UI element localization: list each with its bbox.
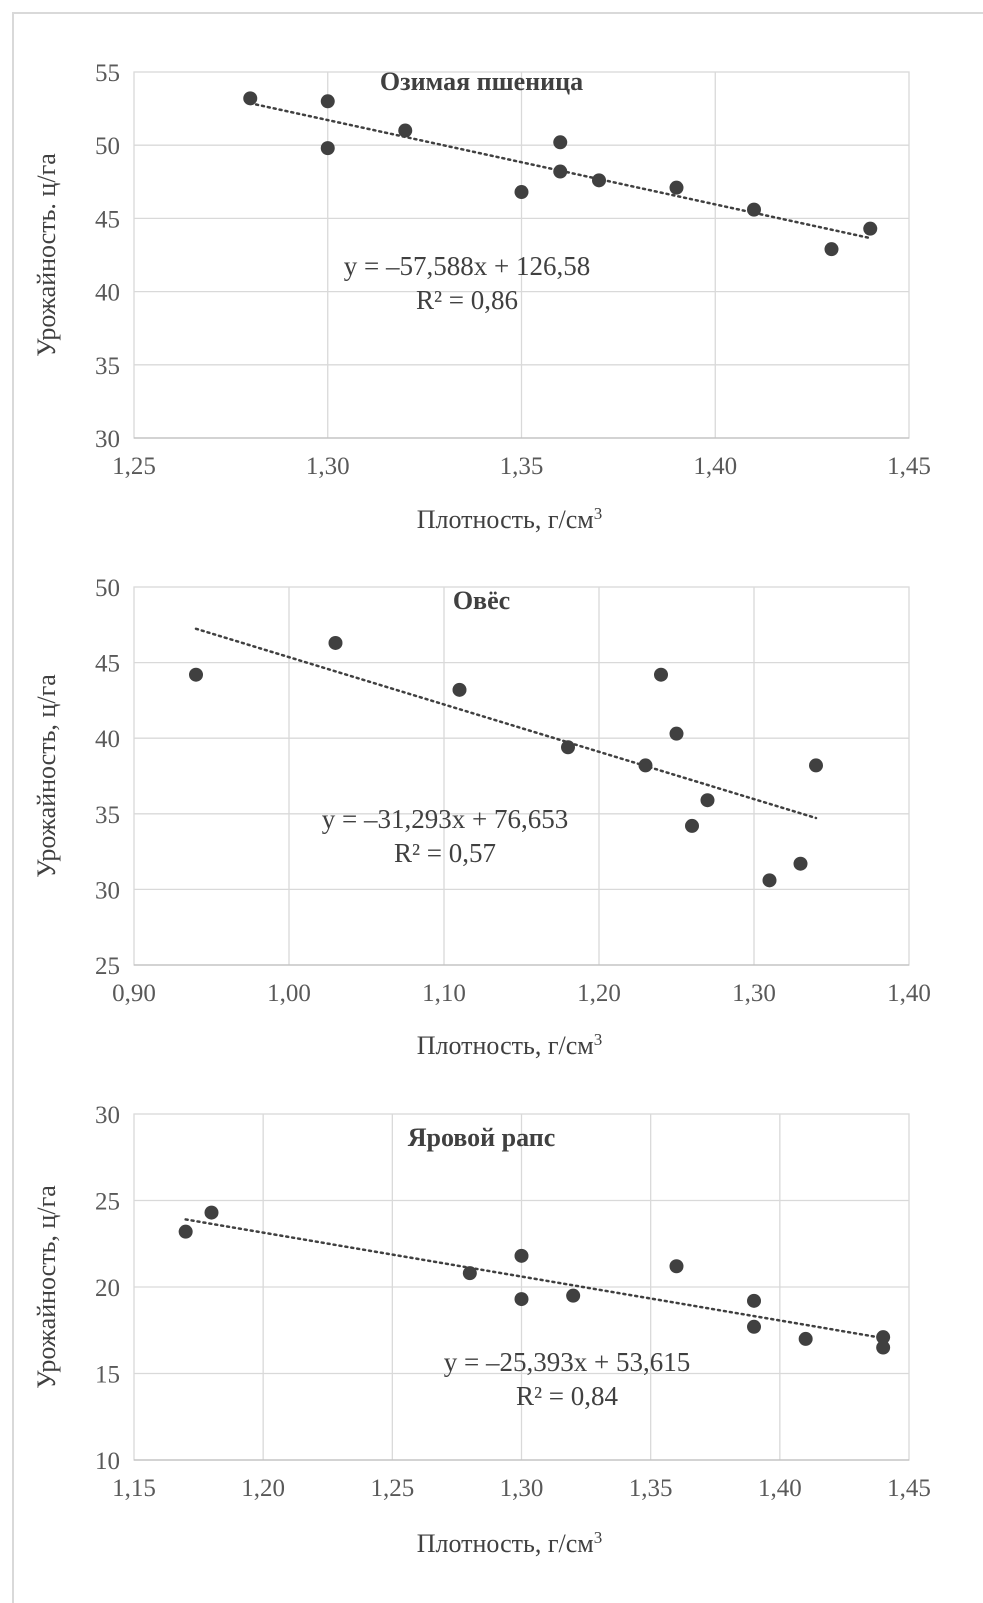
chart-2-x-tick-label: 1,00	[267, 980, 311, 1007]
chart-3-data-point	[178, 1224, 193, 1239]
chart-1-data-point	[398, 123, 413, 138]
figure-frame	[12, 12, 983, 1603]
chart-1-data-point	[592, 173, 606, 188]
chart-1-data-point	[243, 91, 258, 106]
chart-1-x-tick-label: 1,35	[500, 453, 544, 480]
chart-1-trend-equation: y = –57,588x + 126,58	[344, 251, 590, 281]
chart-2-x-tick-label: 1,10	[422, 980, 466, 1007]
chart-2-y-tick-label: 50	[95, 575, 120, 602]
chart-3-title: Яровой рапс	[408, 1123, 556, 1152]
chart-1-data-point	[514, 185, 529, 200]
chart-2-x-tick-label: 1,20	[577, 980, 621, 1007]
chart-3-y-tick-label: 30	[95, 1102, 120, 1129]
chart-3-data-point	[876, 1340, 891, 1355]
chart-3-trendline	[184, 1218, 885, 1340]
chart-3-y-tick-label: 25	[95, 1189, 120, 1216]
chart-1-y-tick-label: 50	[95, 133, 120, 160]
chart-1-data-point	[669, 180, 684, 195]
chart-2-data-point	[793, 856, 808, 871]
chart-1-y-tick-label: 35	[95, 353, 120, 380]
chart-2-trend-equation: y = –31,293x + 76,653	[322, 804, 568, 834]
chart-3-data-point	[514, 1248, 529, 1263]
chart-1-y-tick-label: 40	[95, 280, 120, 307]
chart-2-y-tick-label: 35	[95, 802, 120, 829]
chart-1-data-point	[320, 141, 335, 156]
chart-3-y-tick-label: 10	[95, 1448, 120, 1475]
chart-2-y-axis-label: Урожайность, ц/га	[32, 674, 61, 878]
chart-2-x-axis-label: Плотность, г/см3	[417, 1030, 602, 1061]
chart-2-plot-border	[133, 586, 910, 966]
chart-1-y-tick-label: 45	[95, 206, 120, 233]
chart-3-x-tick-label: 1,40	[758, 1475, 802, 1502]
chart-2-r-squared: R² = 0,57	[394, 838, 496, 868]
chart-1-x-tick-label: 1,25	[112, 453, 156, 480]
chart-3-data-point	[747, 1293, 761, 1308]
chart-2-data-point	[685, 818, 699, 833]
chart-2-x-tick-label: 0,90	[112, 980, 156, 1007]
chart-1-r-squared: R² = 0,86	[416, 285, 518, 315]
chart-3-data-point	[747, 1319, 761, 1334]
chart-2-x-tick-label: 1,30	[732, 980, 776, 1007]
chart-3-x-tick-label: 1,45	[887, 1475, 931, 1502]
chart-3-data-point	[462, 1266, 477, 1281]
chart-3-r-squared: R² = 0,84	[516, 1381, 619, 1411]
chart-1-data-point	[553, 164, 568, 179]
chart-3-data-point	[876, 1330, 891, 1345]
chart-2-data-point	[762, 873, 777, 888]
chart-3-x-tick-label: 1,25	[370, 1475, 414, 1502]
chart-1-x-tick-label: 1,30	[306, 453, 350, 480]
chart-3-x-axis-label: Плотность, г/см3	[417, 1528, 602, 1559]
chart-3-data-point	[514, 1292, 529, 1307]
chart-1-title: Озимая пшеница	[380, 67, 583, 96]
chart-2-title: Овёс	[453, 586, 510, 615]
chart-2-y-tick-label: 25	[95, 953, 120, 980]
chart-1-data-point	[553, 135, 568, 150]
chart-1-data-point	[824, 242, 839, 257]
chart-1-x-axis-label: Плотность, г/см3	[417, 504, 602, 535]
chart-2-x-tick-label: 1,40	[887, 980, 931, 1007]
chart-3-data-point	[798, 1331, 813, 1346]
chart-3-trend-equation: y = –25,393x + 53,615	[444, 1347, 690, 1377]
chart-3-x-tick-label: 1,20	[241, 1475, 285, 1502]
chart-2-data-point	[700, 793, 715, 808]
chart-2-y-tick-label: 30	[95, 877, 120, 904]
chart-3-x-tick-label: 1,30	[500, 1475, 544, 1502]
chart-2-data-point	[654, 667, 668, 682]
chart-2-data-point	[452, 682, 467, 697]
chart-3-data-point	[566, 1288, 581, 1303]
chart-2-y-tick-label: 45	[95, 651, 120, 678]
chart-3-x-tick-label: 1,15	[112, 1475, 156, 1502]
chart-3-y-tick-label: 20	[95, 1275, 120, 1302]
chart-1-x-tick-label: 1,40	[693, 453, 737, 480]
chart-1-data-point	[320, 94, 335, 109]
chart-2-trendline	[194, 627, 818, 820]
chart-2-y-tick-label: 40	[95, 726, 120, 753]
chart-2-data-point	[669, 726, 684, 741]
chart-3-y-axis-label: Урожайность, ц/га	[32, 1185, 61, 1389]
chart-1-y-tick-label: 55	[95, 60, 120, 87]
chart-2-data-point	[638, 758, 653, 773]
chart-2-data-point	[328, 635, 343, 650]
chart-1-x-tick-label: 1,45	[887, 453, 931, 480]
chart-3-x-tick-label: 1,35	[629, 1475, 673, 1502]
chart-1-y-axis-label: Урожайность. ц/га	[32, 153, 61, 357]
chart-3-data-point	[669, 1259, 684, 1274]
chart-2-data-point	[809, 758, 823, 773]
chart-1-y-tick-label: 30	[95, 426, 120, 453]
chart-3-y-tick-label: 15	[95, 1362, 120, 1389]
chart-1-data-point	[747, 202, 761, 217]
chart-3-data-point	[204, 1205, 219, 1220]
chart-2-data-point	[561, 740, 575, 755]
chart-1-data-point	[863, 221, 878, 236]
chart-2-data-point	[189, 667, 203, 682]
